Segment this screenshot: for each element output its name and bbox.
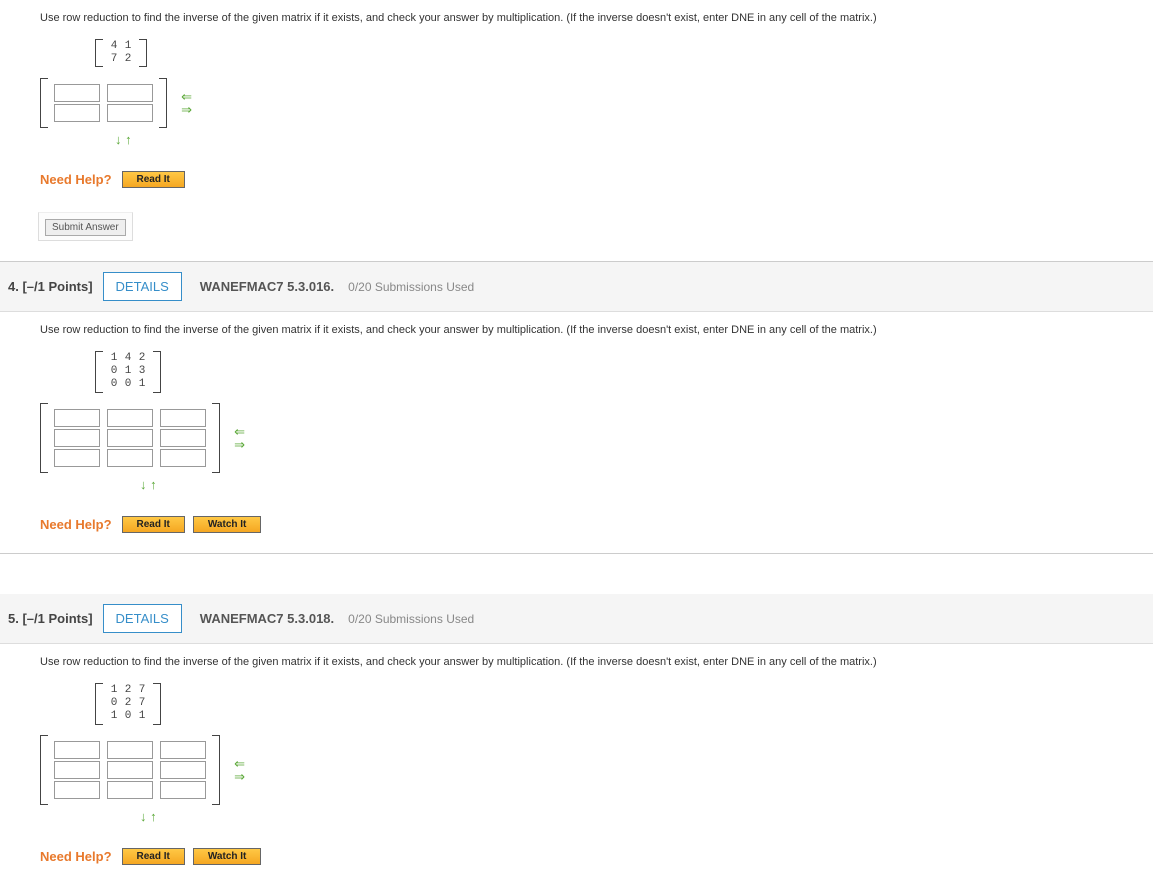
matrix-cell: 1 <box>107 710 121 723</box>
matrix-cell: 1 <box>135 378 149 391</box>
details-button[interactable]: DETAILS <box>103 604 182 633</box>
answer-cell[interactable] <box>160 449 206 467</box>
add-row-icon[interactable]: ↓ <box>140 809 147 824</box>
answer-cell[interactable] <box>160 761 206 779</box>
submit-wrap: Submit Answer <box>38 212 133 241</box>
matrix-cell: 2 <box>121 684 135 697</box>
details-button[interactable]: DETAILS <box>103 272 182 301</box>
answer-cell[interactable] <box>160 781 206 799</box>
add-row-icon[interactable]: ↓ <box>140 477 147 492</box>
matrix-cell: 7 <box>107 53 121 66</box>
add-col-icon[interactable]: ⇒ <box>181 103 192 116</box>
answer-matrix-wrap: ⇐ ⇒ <box>40 78 1113 128</box>
answer-cell[interactable] <box>107 409 153 427</box>
given-matrix: 1 4 2 0 1 3 0 0 1 <box>95 350 1113 393</box>
answer-cell[interactable] <box>54 761 100 779</box>
answer-cell[interactable] <box>107 761 153 779</box>
answer-matrix <box>40 735 220 805</box>
question-body: Use row reduction to find the inverse of… <box>0 312 1153 553</box>
answer-cell[interactable] <box>54 409 100 427</box>
matrix-cell: 2 <box>121 697 135 710</box>
need-help: Need Help? Read It Watch It <box>40 516 1113 533</box>
need-help-label: Need Help? <box>40 517 112 532</box>
need-help: Need Help? Read It <box>40 171 1113 188</box>
prompt-text: Use row reduction to find the inverse of… <box>40 12 1113 24</box>
col-arrows: ⇐ ⇒ <box>181 90 192 116</box>
question-4: 4. [–/1 Points] DETAILS WANEFMAC7 5.3.01… <box>0 262 1153 554</box>
matrix-cell: 0 <box>107 378 121 391</box>
question-number: 5. [–/1 Points] <box>8 611 93 626</box>
answer-cell[interactable] <box>54 741 100 759</box>
question-5: 5. [–/1 Points] DETAILS WANEFMAC7 5.3.01… <box>0 594 1153 885</box>
matrix-cell: 0 <box>107 697 121 710</box>
question-body: Use row reduction to find the inverse of… <box>0 0 1153 261</box>
answer-cell[interactable] <box>107 429 153 447</box>
remove-row-icon[interactable]: ↑ <box>150 809 157 824</box>
answer-cell[interactable] <box>54 84 100 102</box>
row-arrows: ↓ ↑ <box>115 132 1113 147</box>
matrix-cell: 1 <box>107 684 121 697</box>
matrix-cell: 7 <box>135 697 149 710</box>
matrix-cell: 0 <box>107 365 121 378</box>
prompt-text: Use row reduction to find the inverse of… <box>40 656 1113 668</box>
answer-cell[interactable] <box>54 429 100 447</box>
submissions-used: 0/20 Submissions Used <box>348 612 474 626</box>
read-it-button[interactable]: Read It <box>122 171 185 188</box>
question-header: 5. [–/1 Points] DETAILS WANEFMAC7 5.3.01… <box>0 594 1153 644</box>
answer-cell[interactable] <box>107 741 153 759</box>
question-header: 4. [–/1 Points] DETAILS WANEFMAC7 5.3.01… <box>0 262 1153 312</box>
given-matrix: 4 1 7 2 <box>95 38 1113 68</box>
answer-matrix <box>40 403 220 473</box>
col-arrows: ⇐ ⇒ <box>234 425 245 451</box>
row-arrows: ↓ ↑ <box>140 809 1113 824</box>
matrix-cell: 4 <box>121 352 135 365</box>
remove-row-icon[interactable]: ↑ <box>125 132 132 147</box>
question-body: Use row reduction to find the inverse of… <box>0 644 1153 885</box>
need-help-label: Need Help? <box>40 172 112 187</box>
answer-cell[interactable] <box>160 409 206 427</box>
matrix-cell: 1 <box>135 710 149 723</box>
remove-row-icon[interactable]: ↑ <box>150 477 157 492</box>
matrix-cell: 1 <box>121 40 135 53</box>
question-code: WANEFMAC7 5.3.016. <box>200 279 334 294</box>
matrix-cell: 1 <box>121 365 135 378</box>
prompt-text: Use row reduction to find the inverse of… <box>40 324 1113 336</box>
question-code: WANEFMAC7 5.3.018. <box>200 611 334 626</box>
answer-cell[interactable] <box>54 104 100 122</box>
answer-cell[interactable] <box>54 781 100 799</box>
answer-matrix <box>40 78 167 128</box>
matrix-cell: 2 <box>135 352 149 365</box>
col-arrows: ⇐ ⇒ <box>234 757 245 783</box>
answer-cell[interactable] <box>160 741 206 759</box>
add-row-icon[interactable]: ↓ <box>115 132 122 147</box>
add-col-icon[interactable]: ⇒ <box>234 770 245 783</box>
answer-cell[interactable] <box>107 449 153 467</box>
matrix-cell: 7 <box>135 684 149 697</box>
submissions-used: 0/20 Submissions Used <box>348 280 474 294</box>
matrix-cell: 2 <box>121 53 135 66</box>
matrix-cell: 0 <box>121 378 135 391</box>
question-3: Use row reduction to find the inverse of… <box>0 0 1153 262</box>
matrix-cell: 0 <box>121 710 135 723</box>
answer-matrix-wrap: ⇐ ⇒ <box>40 403 1113 473</box>
watch-it-button[interactable]: Watch It <box>193 516 262 533</box>
answer-cell[interactable] <box>107 84 153 102</box>
answer-cell[interactable] <box>160 429 206 447</box>
answer-matrix-wrap: ⇐ ⇒ <box>40 735 1113 805</box>
matrix-cell: 3 <box>135 365 149 378</box>
answer-cell[interactable] <box>107 781 153 799</box>
row-arrows: ↓ ↑ <box>140 477 1113 492</box>
read-it-button[interactable]: Read It <box>122 516 185 533</box>
given-matrix: 1 2 7 0 2 7 1 0 1 <box>95 682 1113 725</box>
matrix-cell: 1 <box>107 352 121 365</box>
question-number: 4. [–/1 Points] <box>8 279 93 294</box>
answer-cell[interactable] <box>54 449 100 467</box>
add-col-icon[interactable]: ⇒ <box>234 438 245 451</box>
answer-cell[interactable] <box>107 104 153 122</box>
submit-answer-button[interactable]: Submit Answer <box>45 219 126 236</box>
matrix-cell: 4 <box>107 40 121 53</box>
